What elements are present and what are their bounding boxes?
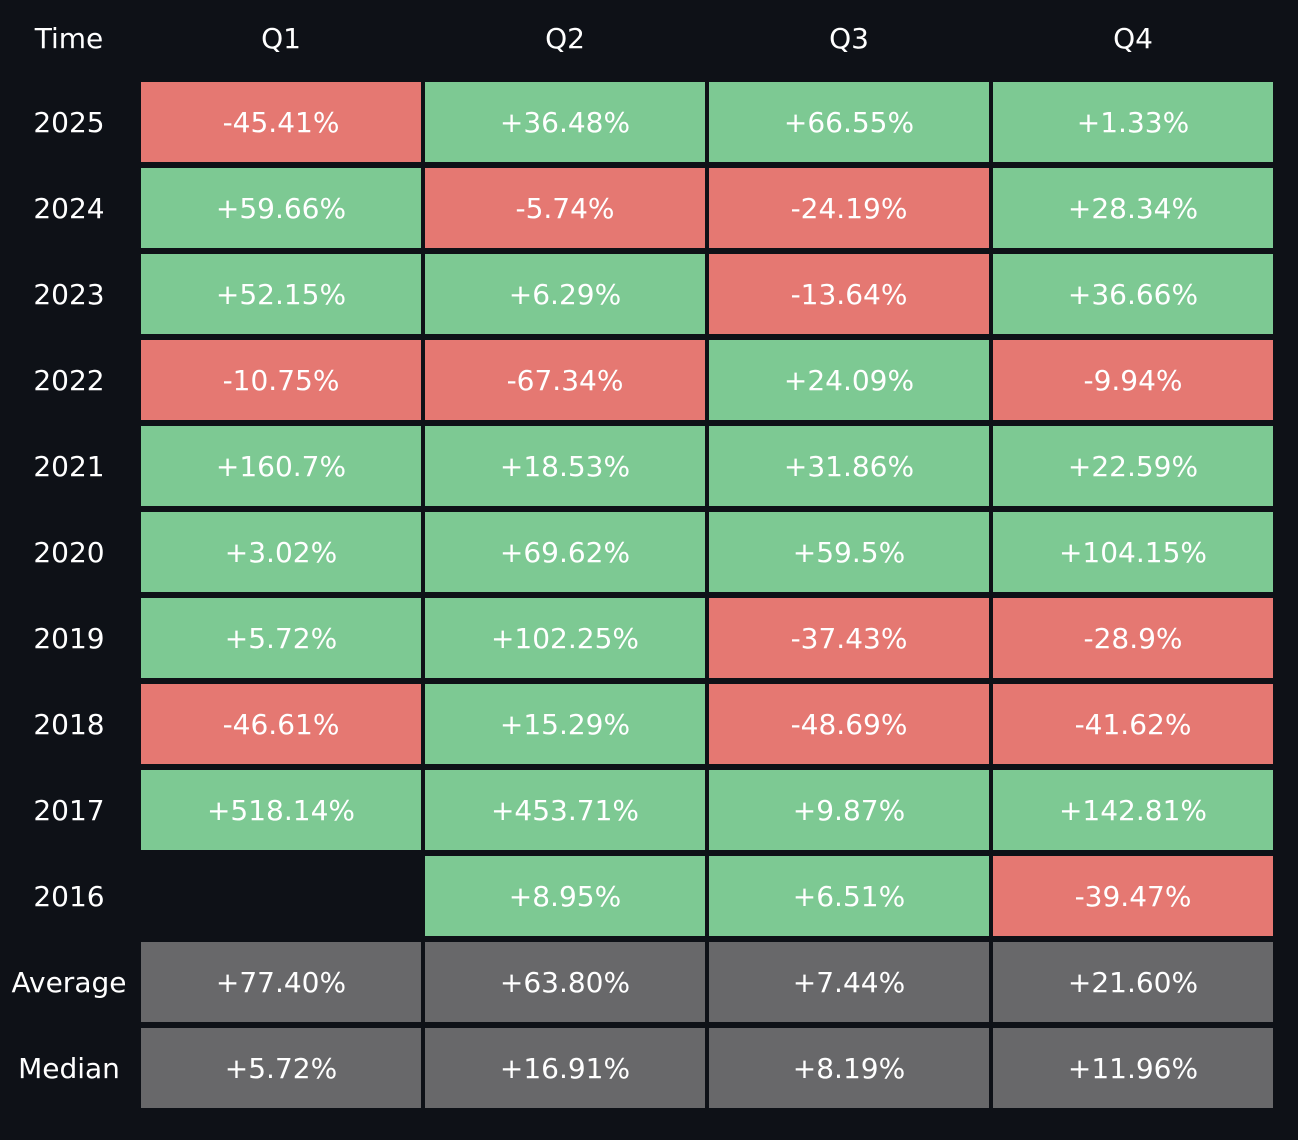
- value-cell: -67.34%: [425, 340, 705, 420]
- row-label: 2021: [33, 449, 105, 483]
- value-cell: +22.59%: [993, 426, 1273, 506]
- row-label: 2018: [33, 707, 105, 741]
- value-cell: -10.75%: [141, 340, 421, 420]
- row-label: 2020: [33, 535, 105, 569]
- value-cell: +21.60%: [993, 942, 1273, 1022]
- header-cell: Q4: [1113, 21, 1153, 55]
- value-cell: -5.74%: [425, 168, 705, 248]
- value-cell: +36.66%: [993, 254, 1273, 334]
- value-cell: -37.43%: [709, 598, 989, 678]
- row-label: 2016: [33, 879, 105, 913]
- value-cell: +142.81%: [993, 770, 1273, 850]
- value-cell: +15.29%: [425, 684, 705, 764]
- value-cell: -41.62%: [993, 684, 1273, 764]
- value-cell: +77.40%: [141, 942, 421, 1022]
- row-label: 2024: [33, 191, 105, 225]
- header-cell: Q2: [545, 21, 585, 55]
- value-cell: +9.87%: [709, 770, 989, 850]
- row-label: Median: [18, 1051, 120, 1085]
- value-cell: +102.25%: [425, 598, 705, 678]
- value-cell: +18.53%: [425, 426, 705, 506]
- value-cell: +11.96%: [993, 1028, 1273, 1108]
- value-cell: +24.09%: [709, 340, 989, 420]
- value-cell: +5.72%: [141, 598, 421, 678]
- value-cell: -48.69%: [709, 684, 989, 764]
- header-cell: Q3: [829, 21, 869, 55]
- value-cell: -24.19%: [709, 168, 989, 248]
- value-cell: +3.02%: [141, 512, 421, 592]
- row-label: 2025: [33, 105, 105, 139]
- value-cell: +104.15%: [993, 512, 1273, 592]
- value-cell: +66.55%: [709, 82, 989, 162]
- value-cell: +1.33%: [993, 82, 1273, 162]
- header-cell: Q1: [261, 21, 301, 55]
- value-cell: +6.51%: [709, 856, 989, 936]
- value-cell: +52.15%: [141, 254, 421, 334]
- value-cell: +453.71%: [425, 770, 705, 850]
- row-label: 2022: [33, 363, 105, 397]
- value-cell: +28.34%: [993, 168, 1273, 248]
- value-cell: -45.41%: [141, 82, 421, 162]
- value-cell: +5.72%: [141, 1028, 421, 1108]
- value-cell: -39.47%: [993, 856, 1273, 936]
- value-cell: -13.64%: [709, 254, 989, 334]
- row-label: 2023: [33, 277, 105, 311]
- value-cell: -46.61%: [141, 684, 421, 764]
- value-cell: +69.62%: [425, 512, 705, 592]
- value-cell: -9.94%: [993, 340, 1273, 420]
- value-cell: +59.66%: [141, 168, 421, 248]
- header-cell: Time: [34, 21, 104, 55]
- row-label: 2019: [33, 621, 105, 655]
- row-label: 2017: [33, 793, 105, 827]
- value-cell: +63.80%: [425, 942, 705, 1022]
- value-cell: +16.91%: [425, 1028, 705, 1108]
- value-cell: +31.86%: [709, 426, 989, 506]
- value-cell: +518.14%: [141, 770, 421, 850]
- value-cell: +160.7%: [141, 426, 421, 506]
- value-cell: +59.5%: [709, 512, 989, 592]
- value-cell: +8.19%: [709, 1028, 989, 1108]
- value-cell: +36.48%: [425, 82, 705, 162]
- value-cell: +8.95%: [425, 856, 705, 936]
- row-label: Average: [11, 965, 127, 999]
- value-cell: +7.44%: [709, 942, 989, 1022]
- value-cell: +6.29%: [425, 254, 705, 334]
- value-cell: -28.9%: [993, 598, 1273, 678]
